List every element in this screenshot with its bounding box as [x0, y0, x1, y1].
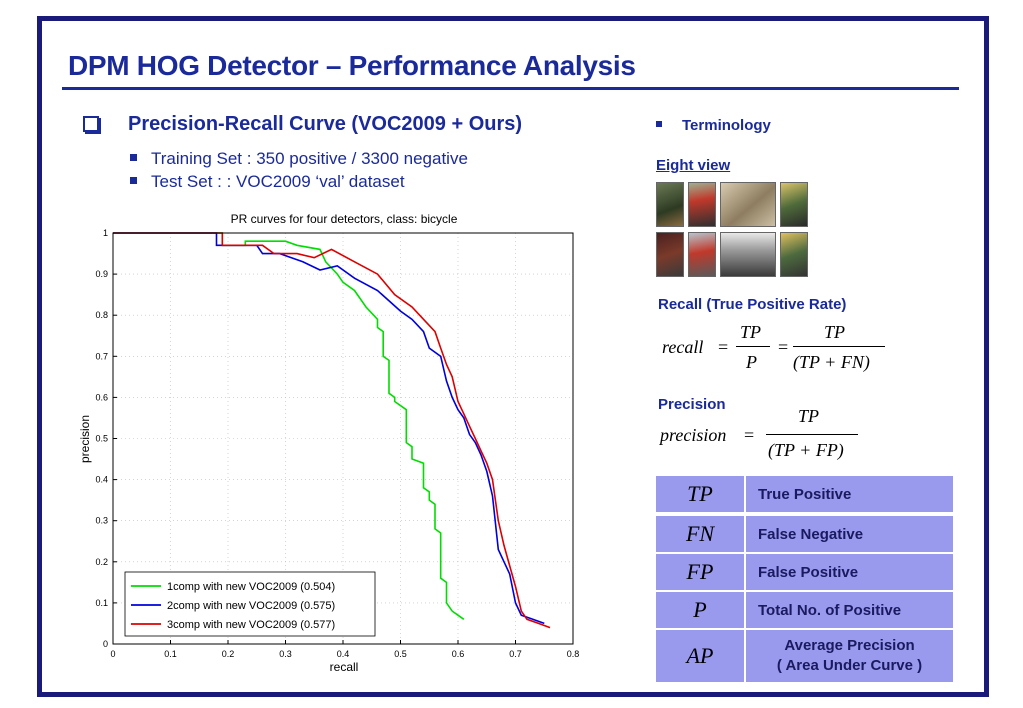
slide-title: DPM HOG Detector – Performance Analysis	[68, 50, 636, 81]
term-row-p: P Total No. of Positive	[656, 592, 953, 628]
legend-entry: 1comp with new VOC2009 (0.504)	[167, 581, 335, 593]
term-row-tp: TP True Positive	[656, 476, 953, 512]
recall-heading: Recall (True Positive Rate)	[658, 296, 847, 313]
recall-eq-2: =	[778, 337, 789, 357]
y-tick-label: 0	[103, 639, 108, 649]
precision-lhs: precision	[660, 425, 727, 445]
square-bullet-icon	[130, 177, 137, 185]
bullet-text: Test Set : : VOC2009 ‘val’ dataset	[151, 172, 405, 191]
fraction-bar	[736, 346, 770, 347]
fraction-bar	[793, 346, 885, 347]
term-description: True Positive	[746, 476, 953, 512]
precision-num: TP	[798, 406, 820, 426]
bicycle-thumbnail-icon	[656, 232, 684, 277]
recall-den-1: P	[746, 352, 757, 372]
legend-box	[124, 571, 376, 637]
legend-entry: 2comp with new VOC2009 (0.575)	[167, 600, 335, 612]
ticks: 0 0.1 0.2 0.3 0.4 0.5 0.6 0.7 0.8 0 0.1 0.2 0.3 0.4 0.…	[95, 228, 579, 659]
bicycle-thumbnail-icon	[720, 182, 776, 227]
y-tick-label: 0.2	[95, 557, 108, 567]
y-tick-label: 1	[103, 228, 108, 238]
bullet-training-set: Training Set : 350 positive / 3300 negat…	[130, 149, 468, 169]
x-tick-label: 0	[110, 649, 115, 659]
precision-den: (TP + FP)	[768, 440, 844, 460]
term-symbol: P	[656, 592, 744, 628]
legend-entry: 3comp with new VOC2009 (0.577)	[167, 619, 335, 631]
y-tick-label: 0.9	[95, 269, 108, 279]
checkbox-bullet-icon	[83, 116, 99, 132]
bicycle-thumbnail-icon	[780, 232, 808, 277]
title-divider	[62, 87, 959, 90]
fraction-bar	[766, 434, 858, 435]
pr-chart: PR curves for four detectors, class: bic…	[75, 205, 595, 685]
bicycle-thumbnail-icon	[780, 182, 808, 227]
x-axis-label: recall	[330, 660, 359, 674]
recall-den-2: (TP + FN)	[793, 352, 870, 372]
precision-heading: Precision	[658, 396, 726, 413]
term-symbol: AP	[656, 630, 744, 682]
term-row-fp: FP False Positive	[656, 554, 953, 590]
bicycle-thumbnail-icon	[688, 232, 716, 277]
term-row-fn: FN False Negative	[656, 516, 953, 552]
y-tick-label: 0.3	[95, 516, 108, 526]
y-tick-label: 0.1	[95, 598, 108, 608]
y-tick-label: 0.6	[95, 392, 108, 402]
term-description: False Negative	[746, 516, 953, 552]
recall-lhs: recall	[662, 337, 704, 357]
x-tick-label: 0.5	[394, 649, 407, 659]
term-symbol: TP	[656, 476, 744, 512]
square-bullet-icon	[656, 121, 662, 128]
terminology-heading: Terminology	[656, 117, 771, 134]
bullet-text: Training Set : 350 positive / 3300 negat…	[151, 149, 468, 168]
recall-eq-1: =	[718, 337, 729, 357]
bicycle-thumbnail-icon	[720, 232, 776, 277]
chart-title: PR curves for four detectors, class: bic…	[231, 212, 458, 226]
series-line-1	[113, 232, 465, 620]
term-description: Average Precision ( Area Under Curve )	[746, 630, 953, 682]
eight-view-thumbnails	[656, 182, 816, 280]
pr-chart-svg: PR curves for four detectors, class: bic…	[78, 212, 579, 674]
plot-frame	[112, 232, 574, 645]
precision-eq: =	[744, 425, 755, 445]
x-tick-label: 0.8	[567, 649, 580, 659]
term-description: False Positive	[746, 554, 953, 590]
y-axis-label: precision	[78, 415, 92, 463]
term-description: Total No. of Positive	[746, 592, 953, 628]
series-line-3	[113, 232, 551, 629]
x-tick-label: 0.7	[509, 649, 522, 659]
recall-num-2: TP	[824, 322, 846, 342]
series-line-2	[113, 232, 545, 625]
terminology-text: Terminology	[682, 117, 771, 134]
recall-num-1: TP	[740, 322, 762, 342]
term-row-ap: AP Average Precision ( Area Under Curve …	[656, 630, 953, 682]
square-bullet-icon	[130, 154, 137, 162]
x-tick-label: 0.4	[337, 649, 350, 659]
bicycle-thumbnail-icon	[688, 182, 716, 227]
bullet-test-set: Test Set : : VOC2009 ‘val’ dataset	[130, 172, 405, 192]
y-tick-label: 0.5	[95, 434, 108, 444]
legend: 1comp with new VOC2009 (0.504) 2comp with…	[124, 571, 376, 637]
section-heading: Precision-Recall Curve (VOC2009 + Ours)	[128, 113, 523, 135]
x-tick-label: 0.6	[452, 649, 465, 659]
series	[113, 232, 551, 629]
x-tick-label: 0.2	[222, 649, 235, 659]
term-symbol: FN	[656, 516, 744, 552]
y-tick-label: 0.8	[95, 310, 108, 320]
y-tick-label: 0.7	[95, 351, 108, 361]
bicycle-thumbnail-icon	[656, 182, 684, 227]
term-symbol: FP	[656, 554, 744, 590]
x-tick-label: 0.3	[279, 649, 292, 659]
x-tick-label: 0.1	[164, 649, 177, 659]
eight-view-heading: Eight view	[656, 157, 731, 174]
y-tick-label: 0.4	[95, 475, 108, 485]
